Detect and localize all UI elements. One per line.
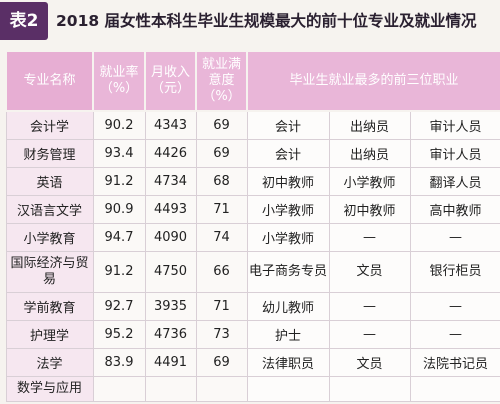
cell-income: 4491 (144, 348, 197, 377)
cell-rate: 94.7 (92, 223, 146, 252)
cell-job-3: 法院书记员 (409, 348, 500, 377)
cell-income: 4750 (144, 251, 197, 293)
table-row: 英语 91.2 4734 68 初中教师 小学教师 翻译人员 (5, 167, 500, 196)
cell-major: 护理学 (5, 320, 94, 349)
cell-job-2: 文员 (328, 251, 411, 293)
table-row: 财务管理 93.4 4426 69 会计 出纳员 审计人员 (5, 139, 500, 168)
cell-job-1: 法律职员 (246, 348, 330, 377)
cell-satisfaction: 74 (195, 223, 248, 252)
header-employment-rate: 就业率（%） (92, 50, 146, 112)
header-major: 专业名称 (5, 50, 94, 112)
cell-job-1: 幼儿教师 (246, 292, 330, 321)
cell-job-3 (409, 376, 500, 402)
cell-income: 4426 (144, 139, 197, 168)
cell-satisfaction: 69 (195, 110, 248, 140)
table-container: 专业名称 就业率（%） 月收入（元） 就业满意度（%） 毕业生就业最多的前三位职… (5, 50, 500, 404)
cell-satisfaction: 69 (195, 348, 248, 377)
cell-rate: 91.2 (92, 167, 146, 196)
cell-major: 小学教育 (5, 223, 94, 252)
cell-rate: 90.2 (92, 110, 146, 140)
table-row: 小学教育 94.7 4090 74 小学教师 — — (5, 223, 500, 252)
cell-satisfaction: 69 (195, 139, 248, 168)
cell-job-2: — (328, 223, 411, 252)
cell-job-3: — (409, 320, 500, 349)
cell-job-3: 审计人员 (409, 110, 500, 140)
cell-job-2: 出纳员 (328, 110, 411, 140)
cell-satisfaction: 71 (195, 292, 248, 321)
table-row: 法学 83.9 4491 69 法律职员 文员 法院书记员 (5, 348, 500, 377)
cell-satisfaction: 66 (195, 251, 248, 293)
cell-rate: 90.9 (92, 195, 146, 224)
cell-major: 汉语言文学 (5, 195, 94, 224)
header-monthly-income: 月收入（元） (144, 50, 197, 112)
cell-rate: 83.9 (92, 348, 146, 377)
cell-job-1: 小学教师 (246, 223, 330, 252)
table-row: 国际经济与贸易 91.2 4750 66 电子商务专员 文员 银行柜员 (5, 251, 500, 293)
cell-income: 4734 (144, 167, 197, 196)
cell-job-3: 审计人员 (409, 139, 500, 168)
cell-rate: 91.2 (92, 251, 146, 293)
cell-job-1: 初中教师 (246, 167, 330, 196)
cell-job-3: 翻译人员 (409, 167, 500, 196)
cell-income: 3935 (144, 292, 197, 321)
cell-income: 4736 (144, 320, 197, 349)
title-bar: 表2 2018 届女性本科生毕业生规模最大的前十位专业及就业情况 (0, 0, 500, 44)
cell-job-1: 护士 (246, 320, 330, 349)
employment-table: 专业名称 就业率（%） 月收入（元） 就业满意度（%） 毕业生就业最多的前三位职… (5, 50, 500, 402)
table-number-badge: 表2 (0, 2, 48, 40)
cell-job-2: — (328, 292, 411, 321)
cell-income: 4343 (144, 110, 197, 140)
cell-job-2: 出纳员 (328, 139, 411, 168)
cell-job-3: 银行柜员 (409, 251, 500, 293)
cell-job-3: — (409, 292, 500, 321)
table-title: 2018 届女性本科生毕业生规模最大的前十位专业及就业情况 (56, 12, 477, 30)
cell-job-1 (246, 376, 330, 402)
cell-job-2: — (328, 320, 411, 349)
cell-job-2: 初中教师 (328, 195, 411, 224)
cell-major: 财务管理 (5, 139, 94, 168)
header-top-jobs: 毕业生就业最多的前三位职业 (245, 50, 500, 112)
cell-rate: 95.2 (92, 320, 146, 349)
cell-satisfaction: 71 (195, 195, 248, 224)
cell-job-1: 小学教师 (246, 195, 330, 224)
cell-satisfaction: 68 (195, 167, 248, 196)
cell-satisfaction (195, 376, 248, 402)
cell-job-1: 会计 (246, 139, 330, 168)
cell-income (144, 376, 197, 402)
header-satisfaction: 就业满意度（%） (195, 50, 248, 112)
cell-job-2: 小学教师 (328, 167, 411, 196)
cell-major: 英语 (5, 167, 94, 196)
header-row: 专业名称 就业率（%） 月收入（元） 就业满意度（%） 毕业生就业最多的前三位职… (5, 50, 500, 112)
cell-major: 学前教育 (5, 292, 94, 321)
cell-job-3: — (409, 223, 500, 252)
cell-job-2 (328, 376, 411, 402)
cell-rate (92, 376, 146, 402)
cell-job-3: 高中教师 (409, 195, 500, 224)
cell-rate: 93.4 (92, 139, 146, 168)
cell-major: 数学与应用 (5, 376, 94, 402)
cell-major: 会计学 (5, 110, 94, 140)
table-row: 学前教育 92.7 3935 71 幼儿教师 — — (5, 292, 500, 321)
cell-income: 4493 (144, 195, 197, 224)
table-row: 汉语言文学 90.9 4493 71 小学教师 初中教师 高中教师 (5, 195, 500, 224)
cell-job-1: 电子商务专员 (246, 251, 330, 293)
cell-job-2: 文员 (328, 348, 411, 377)
cell-major: 国际经济与贸易 (5, 251, 94, 293)
cell-satisfaction: 73 (195, 320, 248, 349)
table-row: 会计学 90.2 4343 69 会计 出纳员 审计人员 (5, 110, 500, 140)
cell-job-1: 会计 (246, 110, 330, 140)
table-row: 数学与应用 (5, 376, 500, 402)
cell-major: 法学 (5, 348, 94, 377)
cell-income: 4090 (144, 223, 197, 252)
table-row: 护理学 95.2 4736 73 护士 — — (5, 320, 500, 349)
cell-rate: 92.7 (92, 292, 146, 321)
